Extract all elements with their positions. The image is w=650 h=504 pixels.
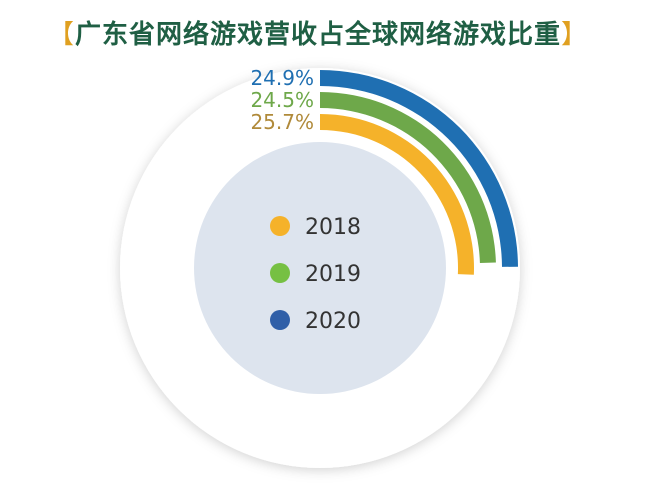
- inner-disc: [194, 142, 446, 394]
- percent-label-2020: 24.9%: [250, 66, 314, 90]
- legend-marker-2019: [270, 263, 290, 283]
- arc-2020: [320, 70, 518, 267]
- title-bracket-left: 【: [48, 20, 76, 50]
- legend-marker-2020: [270, 310, 290, 330]
- arc-2019: [320, 92, 496, 263]
- chart-title: 【广东省网络游戏营收占全球网络游戏比重】: [48, 14, 588, 51]
- arc-series: [320, 70, 518, 275]
- legend-label-2019: 2019: [305, 262, 361, 287]
- legend: 2018 2019 2020: [270, 215, 361, 334]
- title-text: 广东省网络游戏营收占全球网络游戏比重: [75, 20, 562, 50]
- legend-marker-2018: [270, 216, 290, 236]
- title-bracket-right: 】: [561, 20, 589, 50]
- percent-label-2018: 25.7%: [250, 110, 314, 134]
- arc-2018: [320, 114, 474, 275]
- percent-label-2019: 24.5%: [250, 88, 314, 112]
- legend-label-2020: 2020: [305, 309, 361, 334]
- percent-labels: 25.7%24.5%24.9%: [250, 66, 314, 134]
- legend-label-2018: 2018: [305, 215, 361, 240]
